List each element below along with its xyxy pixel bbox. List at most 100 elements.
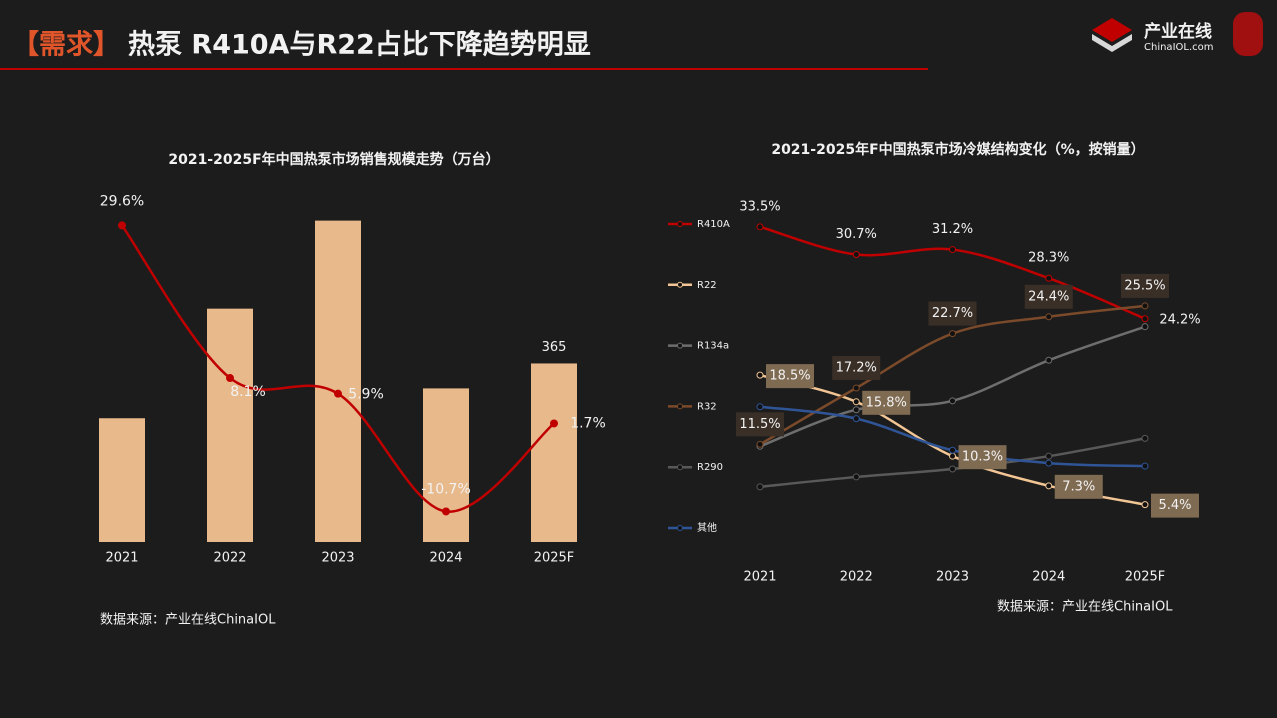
label-box — [832, 355, 881, 380]
data-label: 22.7% — [932, 306, 973, 321]
series-point — [1045, 313, 1053, 321]
data-label: 24.4% — [1028, 289, 1069, 304]
bar — [315, 220, 361, 542]
series-point — [1141, 302, 1149, 310]
bar — [99, 418, 145, 542]
series-point — [949, 330, 956, 338]
series-point — [756, 371, 764, 379]
data-label: 30.7% — [836, 227, 877, 242]
legend-label: R410A — [697, 219, 730, 230]
series-point — [852, 473, 860, 481]
label-box — [862, 390, 911, 415]
series-point — [756, 223, 764, 231]
label-box — [766, 364, 814, 389]
label-box — [1151, 493, 1199, 518]
bar — [207, 308, 253, 542]
series-point — [756, 440, 764, 448]
label-box — [1054, 474, 1103, 499]
legend-marker — [677, 281, 683, 288]
data-label: 15.8% — [866, 395, 907, 410]
growth-label: 8.1% — [230, 384, 266, 400]
x-tick-label: 2022 — [213, 551, 246, 566]
data-label: 5.4% — [1158, 498, 1191, 513]
series-point — [1045, 452, 1053, 460]
label-box — [736, 412, 784, 437]
series-point — [1141, 501, 1149, 509]
series-point — [1045, 274, 1053, 282]
data-label: 25.5% — [1124, 278, 1165, 293]
data-label: 28.3% — [1028, 251, 1069, 266]
data-label: 7.3% — [1062, 479, 1095, 494]
logo — [1092, 12, 1263, 56]
bar-value-label: 365 — [542, 340, 567, 355]
chart-title: 2021-2025F年中国热泵市场销售规模走势（万台） — [168, 151, 499, 168]
legend-marker — [677, 403, 683, 410]
series-point — [949, 397, 956, 405]
legend-label: R134a — [697, 341, 729, 352]
header-title: 热泵 R410A与R22占比下降趋势明显 — [128, 30, 591, 61]
series-point — [1045, 482, 1053, 490]
x-tick-label: 2021 — [105, 551, 138, 566]
growth-point — [550, 419, 558, 428]
data-label: 33.5% — [739, 199, 780, 214]
legend-label: 其他 — [697, 521, 717, 534]
growth-point — [226, 374, 234, 383]
data-label: 17.2% — [836, 360, 877, 375]
series-point — [756, 403, 764, 411]
legend-label: R290 — [697, 462, 723, 473]
series-point — [1141, 315, 1149, 323]
growth-point — [118, 221, 126, 230]
series-point — [1141, 462, 1149, 470]
bar — [423, 388, 469, 542]
growth-label: 29.6% — [100, 193, 144, 209]
series-point — [1045, 356, 1053, 364]
x-tick-label: 2024 — [429, 551, 462, 566]
data-label: 11.5% — [739, 417, 780, 432]
data-label: 18.5% — [769, 369, 810, 384]
source-note: 数据来源：产业在线ChinaIOL — [100, 613, 276, 628]
series-point — [756, 483, 764, 491]
x-tick-label: 2023 — [321, 551, 354, 566]
header-tag: 【需求】 — [12, 30, 120, 61]
growth-label: 5.9% — [348, 387, 384, 403]
legend-label: R22 — [697, 280, 717, 291]
chart-title: 2021-2025年F中国热泵市场冷媒结构变化（%，按销量） — [771, 141, 1144, 158]
x-tick-label: 2025F — [534, 551, 575, 566]
data-label: 10.3% — [962, 450, 1003, 465]
x-tick-label: 2021 — [743, 570, 776, 585]
x-tick-label: 2025F — [1125, 570, 1166, 585]
series-point — [852, 384, 860, 392]
label-box — [928, 301, 977, 326]
label-box — [958, 445, 1007, 470]
logo-en: ChinaIOL.com — [1144, 42, 1214, 53]
bar — [531, 363, 577, 542]
source-note: 数据来源：产业在线ChinaIOL — [997, 600, 1173, 615]
series-point — [949, 246, 956, 254]
series-point — [949, 446, 956, 454]
x-tick-label: 2022 — [840, 570, 873, 585]
series-point — [1141, 434, 1149, 442]
series-point — [1141, 323, 1149, 331]
legend-marker — [677, 221, 683, 227]
series-point — [1045, 459, 1053, 467]
growth-point — [442, 507, 450, 516]
x-tick-label: 2023 — [936, 570, 969, 585]
logo-cn: 产业在线 — [1144, 21, 1212, 42]
label-box — [1121, 273, 1169, 298]
legend-marker — [677, 464, 683, 471]
growth-label: 1.7% — [570, 415, 606, 431]
label-box — [1024, 284, 1073, 309]
series-point — [852, 251, 860, 259]
legend-marker — [677, 525, 683, 531]
data-label: 24.2% — [1159, 312, 1200, 327]
growth-point — [334, 389, 342, 398]
series-point — [949, 465, 956, 473]
x-tick-label: 2024 — [1032, 570, 1065, 585]
series-point — [852, 415, 860, 423]
data-label: 31.2% — [932, 222, 973, 237]
series-point — [949, 452, 956, 460]
legend-label: R32 — [697, 401, 717, 412]
series-point — [852, 406, 860, 414]
